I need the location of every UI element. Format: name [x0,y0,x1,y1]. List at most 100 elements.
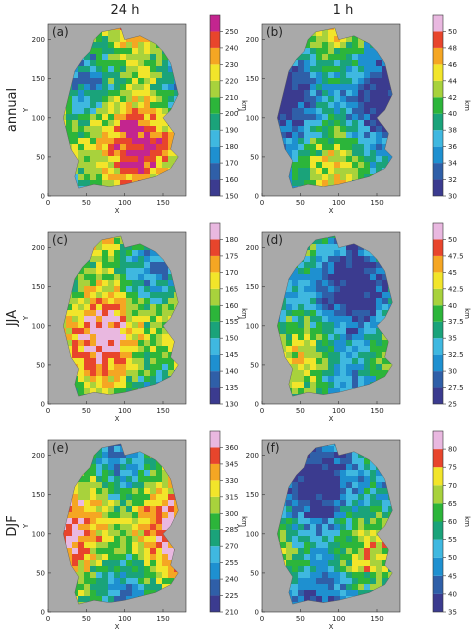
colorbar-tick-label: 180 [225,236,238,244]
colorbar-segment [210,272,220,289]
colorbar-segment [210,338,220,355]
map-outline [277,443,393,605]
y-axis-label: Y [236,107,244,113]
y-tick-label: 100 [246,114,259,122]
x-axis-label: X [329,623,334,631]
colorbar-segment [433,113,443,131]
colorbar-segment [210,179,220,196]
colorbar-segment [433,130,443,147]
x-tick-label: 50 [82,407,91,415]
colorbar-tick-label: 45 [448,572,457,580]
x-tick-label: 150 [156,199,169,207]
y-tick-label: 0 [41,193,45,201]
colorbar-tick-label: 38 [448,127,457,135]
colorbar-segment [433,146,443,164]
x-tick-label: 100 [332,615,345,623]
colorbar-segment [433,272,443,289]
x-tick-label: 0 [260,199,264,207]
colorbar-tick-label: 315 [225,493,238,501]
colorbar-segment [210,546,220,563]
colorbar-tick-label: 25 [448,401,457,409]
colorbar-label: km [463,100,471,111]
colorbar-segment [210,463,220,481]
colorbar-tick-label: 220 [225,77,238,85]
y-tick-label: 200 [32,36,45,44]
colorbar-tick-label: 255 [225,559,238,567]
y-tick-label: 200 [246,36,259,44]
colorbar-tick-label: 40 [448,302,457,310]
colorbar-segment [433,371,443,388]
colorbar-tick-label: 60 [448,518,457,526]
x-tick-label: 0 [46,199,50,207]
colorbar-tick-label: 170 [225,269,238,277]
x-tick-label: 100 [118,615,131,623]
colorbar-tick-label: 32 [448,176,457,184]
colorbar-segment [210,47,220,65]
x-tick-label: 100 [332,199,345,207]
colorbar-tick-label: 40 [448,110,457,118]
colorbar-tick-label: 40 [448,590,457,598]
y-tick-label: 0 [255,401,259,409]
colorbar-tick-label: 285 [225,526,238,534]
x-tick-label: 150 [370,615,383,623]
y-axis-label: Y [22,315,30,321]
y-tick-label: 50 [36,361,45,369]
y-tick-label: 50 [250,153,259,161]
y-axis-label: Y [236,523,244,529]
colorbar-segment [433,179,443,196]
colorbar-tick-label: 32.5 [448,351,464,359]
colorbar-tick-label: 155 [225,318,238,326]
colorbar-tick-label: 50 [448,28,457,36]
y-tick-label: 150 [246,283,259,291]
colorbar-tick-label: 145 [225,351,238,359]
colorbar-tick-label: 30 [448,193,457,201]
panel-label: (e) [52,441,69,455]
colorbar-segment [210,496,220,514]
colorbar-label: km [463,516,471,527]
colorbar-segment [433,47,443,65]
x-tick-label: 50 [296,199,305,207]
colorbar-segment [433,223,443,240]
colorbar-segment [433,80,443,98]
colorbar-segment [210,513,220,530]
y-tick-label: 100 [32,322,45,330]
colorbar-tick-label: 42.5 [448,285,464,293]
colorbar-segment [433,593,443,612]
colorbar-tick-label: 55 [448,536,457,544]
colorbar-segment [433,163,443,180]
y-axis-label: Y [22,523,30,529]
x-tick-label: 50 [82,615,91,623]
colorbar-segment [210,15,220,32]
colorbar-segment [433,503,443,522]
colorbar-tick-label: 50 [448,236,457,244]
colorbar-tick-label: 48 [448,44,457,52]
y-tick-label: 50 [250,361,259,369]
y-tick-label: 50 [250,569,259,577]
colorbar-tick-label: 160 [225,302,238,310]
x-tick-label: 50 [296,615,305,623]
colorbar-segment [210,305,220,322]
colorbar-tick-label: 300 [225,510,238,518]
panel-label: (f) [266,441,280,455]
colorbar-segment [210,529,220,547]
x-axis-label: X [115,415,120,423]
column-title: 24 h [111,3,140,18]
colorbar-tick-label: 180 [225,143,238,151]
map-outline [63,443,179,605]
colorbar-tick-label: 46 [448,61,457,69]
colorbar-segment [210,480,220,497]
row-label: JJA [5,310,20,327]
colorbar-segment [210,255,220,273]
colorbar-segment [210,579,220,596]
colorbar-tick-label: 165 [225,285,238,293]
y-tick-label: 200 [32,244,45,252]
colorbar-tick-label: 130 [225,401,238,409]
colorbar-tick-label: 47.5 [448,252,464,260]
x-tick-label: 0 [46,407,50,415]
colorbar-tick-label: 360 [225,444,238,452]
x-tick-label: 150 [370,199,383,207]
colorbar-segment [210,80,220,98]
panel-label: (b) [266,25,283,39]
colorbar-segment [210,31,220,48]
column-title: 1 h [333,3,354,18]
